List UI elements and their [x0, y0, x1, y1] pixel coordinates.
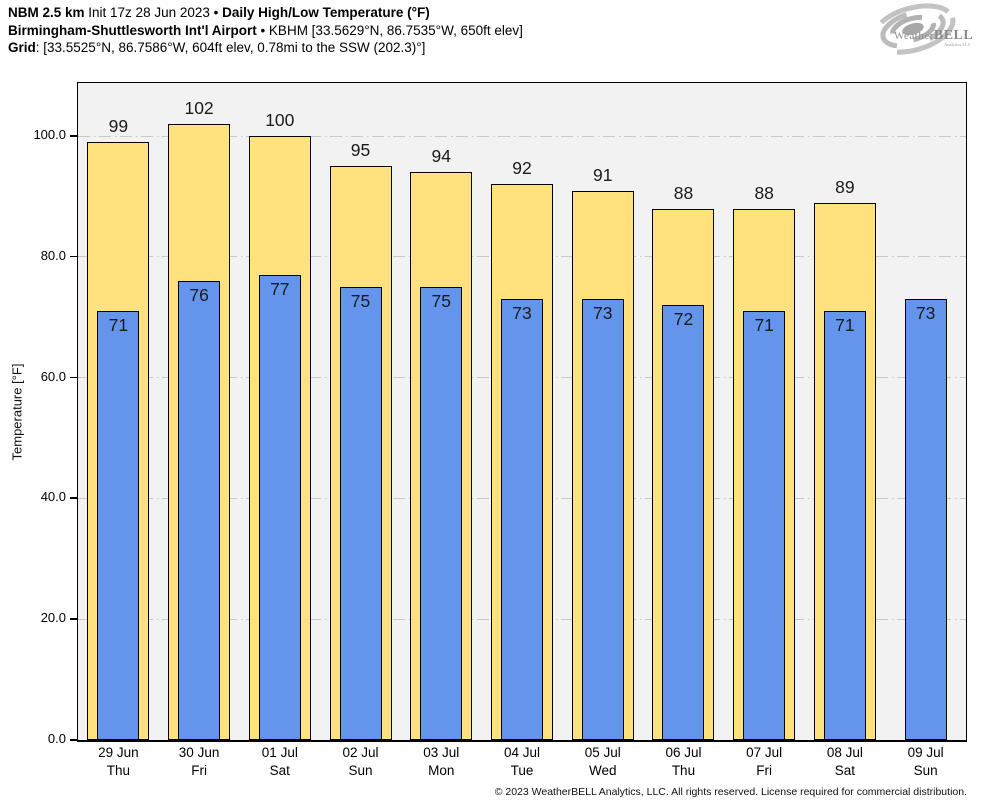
y-tick-mark	[70, 497, 77, 499]
y-tick-label: 100.0	[33, 127, 66, 143]
x-tick-label: 08 Jul Sat	[800, 744, 890, 780]
low-value-label: 77	[270, 279, 290, 300]
high-value-label: 88	[754, 182, 774, 203]
high-value-label: 102	[184, 98, 214, 119]
x-tick-label: 03 Jul Mon	[396, 744, 486, 780]
weatherbell-logo: WeatherBELL Analytics LLC	[870, 3, 973, 55]
low-bar: 75	[420, 287, 463, 740]
y-tick-label: 0.0	[47, 731, 66, 746]
x-tick-date: 08 Jul	[826, 745, 863, 760]
low-bar: 71	[743, 311, 786, 740]
x-tick-label: 02 Jul Sun	[316, 744, 406, 780]
x-tick-label: 29 Jun Thu	[73, 744, 163, 780]
copyright-notice: © 2023 WeatherBELL Analytics, LLC. All r…	[494, 786, 967, 798]
low-bar: 75	[339, 287, 382, 740]
grid-details: : [33.5525°N, 86.7586°W, 604ft elev, 0.7…	[35, 40, 426, 55]
x-tick-day: Mon	[428, 763, 455, 778]
low-bar: 73	[581, 299, 624, 740]
x-tick-date: 09 Jul	[907, 745, 944, 760]
low-bar: 73	[501, 299, 543, 740]
x-tick-day: Sat	[269, 763, 290, 778]
low-value-label: 76	[189, 285, 209, 306]
low-bar: 71	[823, 311, 866, 740]
x-tick-date: 02 Jul	[342, 745, 379, 760]
x-tick-date: 04 Jul	[503, 745, 541, 760]
header-line-3: Grid: [33.5525°N, 86.7586°W, 604ft elev,…	[8, 39, 523, 57]
low-value-label: 71	[754, 315, 774, 336]
chart-header: NBM 2.5 km Init 17z 28 Jun 2023 • Daily …	[8, 4, 523, 57]
y-tick-mark	[70, 618, 77, 620]
x-tick-label: 05 Jul Wed	[558, 744, 648, 780]
y-tick-mark	[70, 739, 77, 741]
high-value-label: 91	[592, 164, 613, 185]
x-tick-day: Fri	[191, 763, 207, 778]
high-value-label: 94	[431, 146, 451, 167]
y-tick-label: 40.0	[40, 489, 66, 505]
low-value-label: 71	[108, 315, 129, 336]
low-value-label: 71	[835, 315, 855, 336]
y-tick-label: 20.0	[40, 610, 66, 626]
high-value-label: 95	[350, 140, 371, 161]
x-tick-label: 04 Jul Tue	[477, 744, 567, 780]
header-line-1: NBM 2.5 km Init 17z 28 Jun 2023 • Daily …	[8, 4, 523, 22]
chart-title: Daily High/Low Temperature (°F)	[222, 5, 430, 20]
y-tick-label: 80.0	[40, 247, 66, 263]
init-time: Init 17z 28 Jun 2023 •	[84, 5, 223, 20]
x-tick-label: 06 Jul Thu	[638, 744, 728, 780]
high-value-label: 88	[673, 182, 694, 203]
x-tick-day: Sun	[913, 763, 938, 778]
x-tick-date: 06 Jul	[665, 745, 702, 760]
x-tick-date: 03 Jul	[423, 745, 460, 760]
low-bar: 72	[662, 305, 705, 740]
low-bar: 77	[258, 275, 301, 740]
low-value-label: 73	[512, 303, 532, 324]
high-value-label: 92	[512, 158, 532, 179]
low-bar: 73	[904, 299, 947, 740]
x-tick-label: 01 Jul Sat	[235, 744, 325, 780]
low-value-label: 73	[915, 303, 936, 324]
high-value-label: 100	[265, 110, 295, 131]
low-value-label: 75	[431, 291, 451, 312]
y-tick-label: 60.0	[40, 368, 66, 384]
low-bar: 76	[178, 281, 221, 740]
x-tick-label: 09 Jul Sun	[881, 744, 971, 780]
grid-label: Grid	[8, 40, 36, 55]
x-tick-day: Tue	[510, 763, 534, 778]
x-tick-day: Thu	[671, 763, 696, 778]
x-tick-day: Fri	[756, 763, 773, 778]
logo-subtitle: Analytics LLC	[944, 42, 971, 47]
x-tick-day: Thu	[106, 763, 130, 778]
high-value-label: 89	[835, 176, 855, 197]
x-tick-date: 05 Jul	[584, 745, 621, 760]
model-name: NBM 2.5 km	[8, 5, 85, 20]
y-tick-mark	[70, 135, 77, 137]
x-tick-label: 30 Jun Fri	[154, 744, 244, 780]
x-tick-date: 07 Jul	[746, 745, 783, 760]
x-tick-day: Wed	[588, 763, 617, 778]
x-tick-day: Sat	[834, 763, 856, 778]
x-tick-date: 30 Jun	[178, 745, 220, 760]
logo-wordmark: WeatherBELL	[894, 28, 973, 43]
x-tick-day: Sun	[348, 763, 373, 778]
x-tick-date: 29 Jun	[98, 745, 139, 760]
low-value-label: 73	[592, 303, 613, 324]
high-value-label: 99	[108, 116, 129, 137]
hurricane-spiral-icon	[870, 3, 956, 55]
header-line-2: Birmingham-Shuttlesworth Int'l Airport •…	[8, 22, 523, 40]
y-tick-mark	[70, 255, 77, 258]
station-name: Birmingham-Shuttlesworth Int'l Airport	[8, 22, 257, 38]
low-bar: 71	[97, 311, 140, 740]
low-value-label: 75	[350, 291, 371, 312]
y-tick-mark	[70, 376, 77, 379]
x-tick-label: 07 Jul Fri	[719, 744, 809, 780]
plot-area: 99 71 102 76 100 77 95 75 94 75 92 73 91 73 88 72 88 71 89…	[77, 82, 967, 742]
y-gridline	[78, 135, 966, 137]
low-value-label: 72	[673, 309, 694, 330]
station-details: • KBHM [33.5629°N, 86.7535°W, 650ft elev…	[256, 22, 523, 38]
x-tick-date: 01 Jul	[261, 745, 298, 760]
